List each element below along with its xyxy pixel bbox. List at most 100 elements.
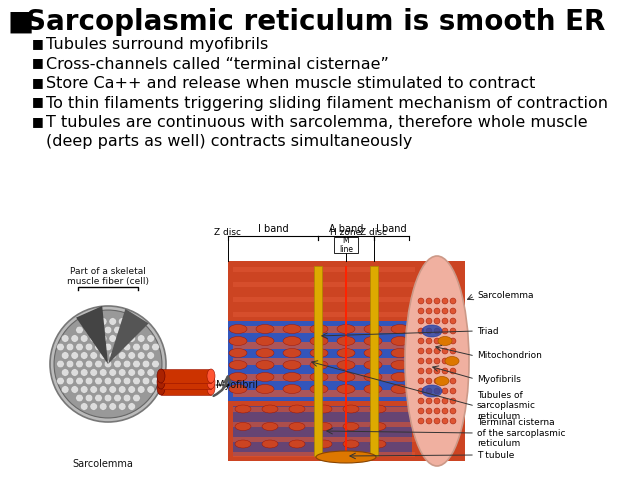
Circle shape (137, 369, 145, 376)
Ellipse shape (235, 440, 251, 448)
Circle shape (137, 335, 145, 342)
Circle shape (442, 398, 448, 404)
Text: ■: ■ (32, 57, 44, 69)
Ellipse shape (229, 385, 247, 394)
Circle shape (76, 394, 84, 402)
Circle shape (109, 335, 117, 342)
Circle shape (90, 403, 98, 411)
Circle shape (434, 308, 440, 314)
Circle shape (119, 335, 126, 342)
Ellipse shape (337, 324, 355, 333)
Text: Sarcoplasmic reticulum is smooth ER: Sarcoplasmic reticulum is smooth ER (26, 8, 605, 36)
Circle shape (100, 318, 107, 325)
Circle shape (85, 377, 93, 385)
Circle shape (85, 394, 93, 402)
Circle shape (109, 318, 117, 325)
Ellipse shape (262, 440, 278, 448)
Ellipse shape (256, 385, 274, 394)
Text: Tubules of
sarcoplasmic
reticulum: Tubules of sarcoplasmic reticulum (477, 391, 536, 421)
Circle shape (85, 343, 93, 351)
Ellipse shape (283, 337, 301, 345)
Circle shape (61, 386, 69, 393)
Circle shape (442, 368, 448, 374)
Circle shape (119, 318, 126, 325)
Ellipse shape (364, 361, 382, 369)
Circle shape (426, 408, 432, 414)
Ellipse shape (343, 405, 359, 413)
Text: T tubules are continuous with sarcolemma, therefore whole muscle
(deep parts as : T tubules are continuous with sarcolemma… (46, 115, 588, 149)
Ellipse shape (262, 405, 278, 413)
Circle shape (137, 386, 145, 393)
Circle shape (71, 386, 78, 393)
Bar (233, 390, 420, 397)
Circle shape (123, 326, 131, 334)
Circle shape (137, 352, 145, 359)
Circle shape (434, 348, 440, 354)
Circle shape (442, 338, 448, 344)
Ellipse shape (364, 337, 382, 345)
Circle shape (450, 328, 456, 334)
Ellipse shape (370, 422, 386, 431)
Ellipse shape (229, 324, 247, 333)
Circle shape (418, 408, 424, 414)
Text: Triad: Triad (477, 327, 499, 335)
Circle shape (94, 377, 102, 385)
Bar (345, 266, 347, 456)
Ellipse shape (422, 325, 442, 337)
Text: Z disc: Z disc (360, 228, 387, 237)
Ellipse shape (289, 405, 305, 413)
Bar (161, 381, 211, 395)
Ellipse shape (391, 385, 409, 394)
Bar (233, 311, 415, 317)
Circle shape (104, 360, 112, 368)
Ellipse shape (310, 373, 328, 381)
Circle shape (426, 348, 432, 354)
Circle shape (442, 388, 448, 394)
Ellipse shape (445, 356, 459, 365)
Text: ■: ■ (8, 8, 34, 36)
Polygon shape (108, 309, 149, 364)
Circle shape (114, 343, 121, 351)
Ellipse shape (337, 373, 355, 381)
Bar (233, 342, 420, 349)
Circle shape (142, 360, 150, 368)
Circle shape (418, 318, 424, 324)
Circle shape (142, 377, 150, 385)
Circle shape (450, 368, 456, 374)
Circle shape (123, 343, 131, 351)
Circle shape (442, 298, 448, 304)
Circle shape (442, 418, 448, 424)
Text: Store Ca++ and release when muscle stimulated to contract: Store Ca++ and release when muscle stimu… (46, 76, 535, 91)
Circle shape (57, 343, 64, 351)
Ellipse shape (435, 376, 449, 386)
Ellipse shape (256, 349, 274, 357)
Circle shape (133, 377, 140, 385)
Circle shape (418, 418, 424, 424)
Ellipse shape (310, 361, 328, 369)
Circle shape (434, 378, 440, 384)
Ellipse shape (337, 385, 355, 394)
Circle shape (434, 298, 440, 304)
Ellipse shape (370, 405, 386, 413)
Text: ■: ■ (32, 95, 44, 109)
Circle shape (418, 328, 424, 334)
Ellipse shape (310, 385, 328, 394)
Circle shape (57, 377, 64, 385)
Circle shape (76, 343, 84, 351)
Circle shape (85, 326, 93, 334)
Circle shape (61, 352, 69, 359)
Circle shape (61, 369, 69, 376)
Circle shape (426, 418, 432, 424)
Circle shape (66, 343, 74, 351)
Text: Myofibrils: Myofibrils (477, 375, 521, 384)
Circle shape (426, 368, 432, 374)
Ellipse shape (422, 385, 442, 397)
Circle shape (71, 335, 78, 342)
Circle shape (426, 338, 432, 344)
Text: ■: ■ (32, 115, 44, 128)
Circle shape (114, 394, 121, 402)
Bar (233, 452, 415, 456)
Circle shape (434, 388, 440, 394)
Circle shape (104, 377, 112, 385)
Ellipse shape (310, 324, 328, 333)
